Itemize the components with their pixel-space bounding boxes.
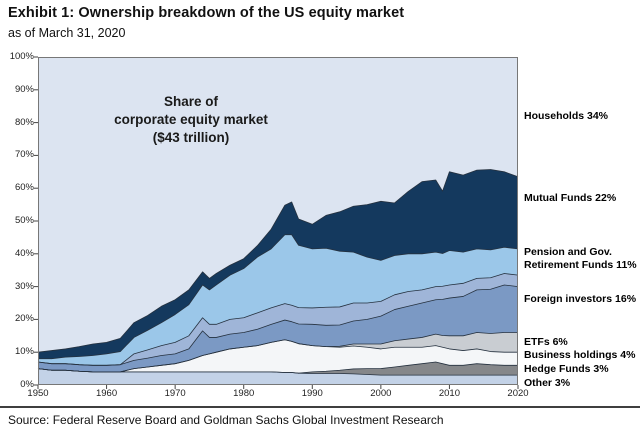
- annotation-line-1: Share of: [163, 94, 218, 109]
- band-mutual-funds: [38, 169, 518, 359]
- x-axis-label-1960: 1960: [95, 388, 118, 399]
- divider-rule: [0, 406, 640, 408]
- y-axis-label-70: 70%: [14, 149, 34, 161]
- y-axis-label-90: 90%: [14, 83, 34, 95]
- exhibit-subtitle: as of March 31, 2020: [8, 26, 126, 40]
- y-axis-label-60: 60%: [14, 182, 34, 194]
- stacked-area-plot: [34, 56, 519, 389]
- boundary-foreign-investors: [37, 284, 519, 366]
- x-axis-label-2000: 2000: [370, 388, 392, 399]
- band-pension-funds: [38, 234, 518, 366]
- boundary-etfs: [37, 332, 518, 373]
- annotation-line-3: ($43 trillion): [152, 130, 230, 145]
- y-axis-label-80: 80%: [14, 116, 34, 128]
- boundary-hedge-funds: [37, 361, 518, 374]
- y-axis-label-20: 20%: [14, 313, 34, 325]
- ownership-area-chart: Share of corporate equity market ($43 tr…: [34, 56, 519, 389]
- x-axis-label-1990: 1990: [301, 388, 323, 399]
- series-label-foreign-investors-16-: Foreign investors 16%: [524, 293, 637, 306]
- x-axis-label-2020: 2020: [507, 388, 529, 399]
- exhibit-title: Exhibit 1: Ownership breakdown of the US…: [8, 5, 405, 21]
- x-axis-label-1950: 1950: [27, 388, 49, 399]
- annotation-line-2: corporate equity market: [114, 112, 268, 127]
- band-hedge-funds: [38, 362, 518, 376]
- band-other: [38, 368, 518, 385]
- band-gov-retirement-funds: [38, 273, 518, 366]
- plot-annotation: Share of corporate equity market ($43 tr…: [66, 93, 316, 147]
- series-label-hedge-funds-3-: Hedge Funds 3%: [524, 362, 609, 375]
- y-axis-label-30: 30%: [14, 280, 34, 292]
- band-etfs: [38, 332, 518, 372]
- series-label-business-holdings-4-: Business holdings 4%: [524, 348, 636, 361]
- plot-frame: [38, 57, 518, 385]
- series-label-other-3-: Other 3%: [524, 376, 571, 389]
- source-line: Source: Federal Reserve Board and Goldma…: [8, 413, 444, 427]
- x-axis-label-1970: 1970: [164, 388, 186, 399]
- x-axis-label-1980: 1980: [233, 388, 255, 399]
- y-axis-label-0: 0%: [20, 379, 34, 390]
- band-foreign-investors: [38, 284, 518, 372]
- series-label-households-34-: Households 34%: [524, 109, 609, 122]
- y-axis-label-100: 100%: [9, 51, 34, 62]
- y-axis-label-50: 50%: [14, 215, 34, 226]
- boundary-pension-funds: [38, 234, 519, 360]
- series-label-mutual-funds-22-: Mutual Funds 22%: [524, 191, 617, 204]
- y-axis-label-10: 10%: [14, 346, 34, 358]
- band-business-holdings: [38, 339, 518, 374]
- boundary-gov-retirement-funds: [37, 273, 519, 366]
- boundary-mutual-funds: [37, 169, 519, 353]
- x-axis-label-2010: 2010: [438, 388, 460, 399]
- series-label-pension-and-gov-: Pension and Gov. Retirement Funds 11%: [524, 245, 637, 271]
- series-label-etfs-6-: ETFs 6%: [524, 335, 568, 348]
- y-axis-label-40: 40%: [14, 247, 34, 259]
